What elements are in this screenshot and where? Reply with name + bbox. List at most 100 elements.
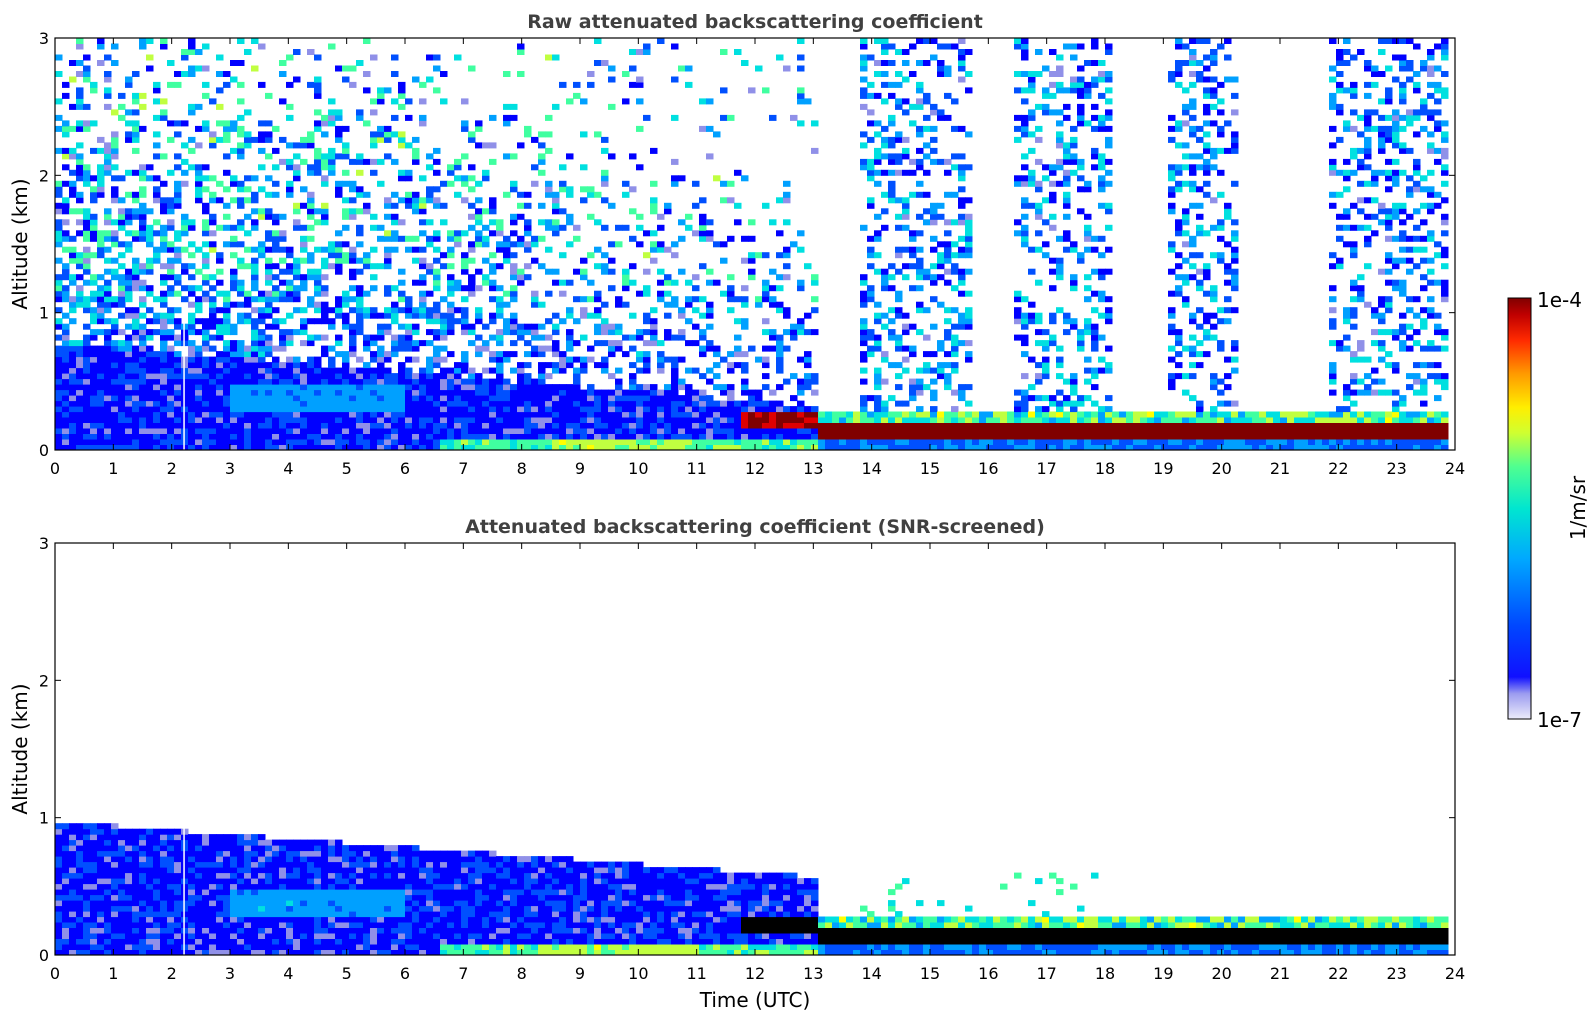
heatmap-cell-0-3880 [909,433,917,440]
heatmap-cell-0-3892 [909,285,917,292]
heatmap-cell-0-2109 [419,340,427,347]
heatmap-cell-0-1289 [265,378,273,385]
heatmap-cell-0-1701 [342,428,350,434]
heatmap-cell-0-2406 [482,417,490,423]
heatmap-cell-0-3285 [706,307,714,314]
heatmap-cell-0-3915 [916,378,924,385]
heatmap-cell-0-1765 [349,246,357,253]
heatmap-cell-0-4174 [986,428,994,434]
heatmap-cell-0-4827 [1196,411,1204,418]
heatmap-cell-0-3446 [762,362,770,369]
heatmap-cell-0-4710 [1168,191,1176,198]
heatmap-cell-0-3878 [909,444,917,450]
heatmap-cell-0-1565 [314,279,322,286]
heatmap-cell-0-1087 [230,378,238,385]
heatmap-cell-0-2302 [461,422,469,429]
heatmap-cell-0-1208 [251,373,259,380]
heatmap-cell-0-3608 [818,411,826,418]
heatmap-cell-0-4799 [1189,274,1197,281]
heatmap-cell-0-2836 [580,197,588,204]
heatmap-cell-0-572 [139,224,147,231]
heatmap-cell-0-3202 [685,428,693,434]
heatmap-cell-0-3452 [762,290,770,297]
heatmap-cell-0-2740 [559,428,567,434]
heatmap-cell-0-4210 [1014,318,1022,325]
heatmap-cell-0-2433 [489,417,497,423]
heatmap-cell-0-4831 [1196,351,1204,358]
heatmap-cell-0-1750 [349,373,357,380]
heatmap-cell-0-4396 [1056,263,1064,270]
heatmap-cell-0-1177 [244,345,252,352]
heatmap-cell-0-3329 [720,180,728,187]
heatmap-cell-0-510 [132,351,140,358]
heatmap-cell-0-1909 [377,136,385,143]
heatmap-cell-0-2077 [412,329,420,336]
heatmap-cell-0-1443 [293,378,301,385]
heatmap-cell-0-4491 [1077,175,1085,182]
heatmap-cell-0-4978 [1231,400,1239,407]
heatmap-cell-0-1824 [363,384,371,391]
heatmap-cell-0-2402 [482,439,490,445]
heatmap-cell-0-3905 [916,444,924,450]
heatmap-cell-0-3813 [895,444,903,450]
heatmap-cell-0-4238 [1021,351,1029,358]
heatmap-cell-0-2029 [405,422,413,429]
heatmap-cell-0-1481 [300,373,308,380]
heatmap-cell-0-3570 [804,422,812,429]
heatmap-cell-0-415 [118,411,126,418]
heatmap-cell-0-364 [111,444,119,450]
heatmap-cell-0-1579 [314,92,322,99]
heatmap-cell-0-3094 [650,230,658,237]
heatmap-cell-0-1454 [293,268,301,275]
heatmap-cell-0-2586 [517,142,525,149]
heatmap-cell-0-3508 [783,411,791,418]
heatmap-cell-0-4688 [1168,444,1176,450]
heatmap-cell-0-3531 [790,406,798,413]
heatmap-cell-0-4858 [1203,411,1211,418]
heatmap-cell-0-538 [132,92,140,99]
heatmap-cell-0-1342 [272,290,280,297]
heatmap-cell-0-2703 [545,131,553,138]
heatmap-cell-0-2701 [545,180,553,187]
heatmap-cell-0-903 [195,186,203,193]
heatmap-cell-0-3112 [657,362,665,369]
heatmap-cell-0-2878 [594,323,602,330]
heatmap-cell-0-2401 [482,444,490,450]
heatmap-cell-0-1747 [349,389,357,396]
heatmap-cell-0-844 [188,373,196,380]
heatmap-cell-0-2107 [419,373,427,380]
heatmap-cell-0-4896 [1210,373,1218,380]
heatmap-cell-0-475 [125,285,133,292]
heatmap-cell-0-4575 [1098,334,1106,341]
heatmap-cell-0-2769 [566,411,574,418]
heatmap-cell-0-3466 [769,400,777,407]
heatmap-cell-0-4893 [1210,406,1218,413]
heatmap-cell-0-4216 [1014,219,1022,226]
heatmap-cell-0-3725 [874,373,882,380]
heatmap-cell-0-1772 [349,81,357,88]
heatmap-cell-0-434 [118,285,126,292]
heatmap-cell-0-105 [69,367,77,374]
heatmap-cell-0-3695 [867,290,875,297]
heatmap-cell-0-1560 [314,318,322,325]
heatmap-cell-0-1826 [363,373,371,380]
heatmap-cell-0-100 [69,395,77,402]
heatmap-cell-0-4812 [1189,114,1197,121]
heatmap-cell-0-2659 [538,378,546,385]
heatmap-cell-0-379 [111,362,119,369]
heatmap-cell-0-2455 [489,208,497,215]
heatmap-cell-0-488 [125,131,133,138]
heatmap-cell-0-494 [132,439,140,445]
heatmap-cell-0-1034 [223,444,231,450]
heatmap-cell-0-4192 [1007,444,1015,450]
heatmap-cell-0-1043 [223,395,231,402]
heatmap-cell-0-950 [202,175,210,182]
heatmap-cell-0-4278 [1028,312,1036,319]
heatmap-cell-0-212 [83,235,91,242]
heatmap-cell-0-2549 [510,252,518,259]
heatmap-cell-0-1255 [258,345,266,352]
heatmap-cell-0-3363 [734,411,742,418]
heatmap-cell-0-2301 [461,428,469,434]
heatmap-cell-0-4975 [1231,422,1239,429]
heatmap-cell-0-480 [125,241,133,248]
